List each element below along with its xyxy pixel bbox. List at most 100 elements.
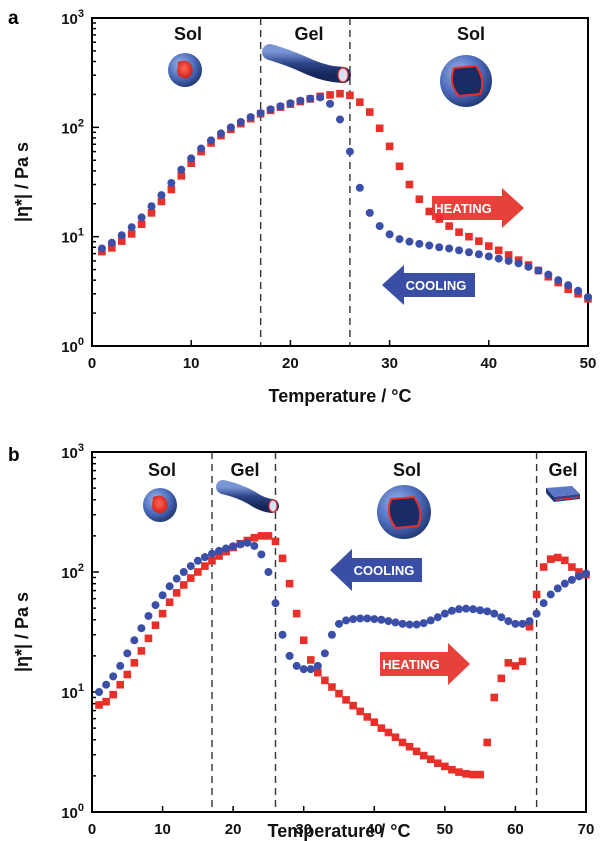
x-tick-label: 40 (366, 821, 383, 838)
y-tick-label: 100 (61, 802, 84, 822)
data-point-heating (539, 563, 548, 571)
data-point-cooling (157, 191, 166, 200)
data-point-cooling (257, 550, 266, 559)
data-point-cooling (377, 615, 386, 624)
data-point-heating (117, 237, 126, 245)
data-point-cooling (116, 661, 125, 670)
data-point-cooling (514, 259, 523, 268)
wormlike-micelle-icon (262, 44, 351, 83)
x-tick-label: 50 (580, 355, 597, 372)
data-point-cooling (137, 624, 146, 633)
data-point-heating (201, 562, 209, 570)
data-point-cooling (127, 223, 136, 232)
y-tick-label: 101 (61, 682, 84, 702)
data-point-heating (172, 589, 181, 597)
data-point-cooling (327, 630, 336, 639)
data-point-heating (377, 724, 386, 732)
region-label-sol: Sol (148, 460, 176, 480)
data-point-heating (511, 662, 520, 670)
data-point-heating (208, 556, 216, 565)
data-point-cooling (165, 582, 174, 591)
data-point-cooling (355, 183, 364, 192)
data-point-cooling (137, 213, 146, 222)
data-point-heating (532, 590, 541, 599)
data-point-heating (102, 697, 110, 706)
data-point-cooling (375, 222, 384, 231)
x-axis-label: Temperature / °C (268, 821, 411, 841)
data-point-heating (123, 670, 132, 679)
data-point-cooling (435, 243, 444, 252)
data-point-heating (504, 251, 513, 259)
data-point-heating (553, 553, 562, 562)
data-point-cooling (286, 99, 295, 108)
data-point-cooling (511, 619, 520, 628)
data-point-cooling (425, 241, 434, 250)
data-point-heating (144, 634, 153, 643)
x-tick-label: 10 (183, 355, 200, 372)
data-point-heating (116, 680, 125, 689)
data-point-cooling (292, 661, 301, 670)
data-point-cooling (264, 568, 273, 576)
data-point-cooling (271, 599, 280, 608)
data-point-cooling (179, 568, 188, 576)
data-point-cooling (474, 250, 483, 259)
data-point-cooling (144, 611, 153, 620)
data-point-cooling (278, 630, 287, 639)
data-point-cooling (229, 542, 238, 551)
data-point-heating (564, 285, 572, 294)
x-tick-label: 50 (437, 821, 454, 838)
data-point-heating (575, 568, 583, 576)
data-point-heating (568, 563, 576, 571)
data-point-cooling (464, 248, 473, 257)
region-label-sol: Sol (393, 460, 421, 480)
data-point-cooling (216, 129, 225, 138)
data-point-cooling (564, 281, 573, 290)
x-axis-label: Temperature / °C (269, 386, 412, 406)
data-point-heating (165, 598, 174, 607)
data-point-heating (518, 657, 527, 666)
data-point-heating (95, 701, 103, 709)
data-point-cooling (476, 606, 485, 615)
data-point-heating (127, 230, 136, 238)
data-point-cooling (454, 605, 463, 614)
heating-arrow-label: HEATING (382, 657, 440, 672)
data-point-cooling (250, 541, 259, 550)
y-tick-label: 102 (61, 562, 84, 582)
data-point-cooling (285, 651, 294, 660)
data-point-cooling (391, 618, 400, 627)
data-point-cooling (349, 615, 358, 624)
data-point-cooling (494, 254, 503, 263)
data-point-heating (434, 759, 442, 768)
data-point-heating (356, 98, 364, 106)
data-point-cooling (151, 601, 160, 610)
panel-a-label: a (8, 8, 19, 29)
data-point-heating (278, 554, 287, 563)
data-point-heating (363, 713, 372, 721)
data-point-cooling (584, 293, 592, 302)
data-point-heating (415, 195, 424, 204)
data-point-heating (328, 683, 336, 691)
y-tick-label: 103 (61, 442, 84, 462)
panel-b-label: b (8, 445, 20, 466)
data-point-heating (215, 552, 223, 560)
data-point-cooling (525, 617, 534, 626)
data-point-heating (445, 222, 453, 230)
data-point-cooling (266, 105, 275, 114)
data-point-heating (326, 91, 334, 99)
data-point-heating (476, 770, 484, 779)
vesicle-icon (377, 485, 431, 539)
lamellar-sheet-icon (546, 486, 580, 502)
data-point-cooling (504, 617, 513, 626)
data-point-cooling (177, 165, 186, 174)
y-tick-label: 101 (61, 227, 84, 247)
data-point-cooling (316, 93, 325, 102)
data-point-cooling (524, 262, 533, 271)
data-point-heating (384, 728, 393, 737)
data-point-cooling (130, 636, 139, 645)
data-point-cooling (518, 619, 527, 628)
data-point-heating (158, 609, 167, 618)
data-point-heating (349, 701, 357, 710)
data-point-cooling (276, 102, 285, 111)
data-point-cooling (109, 672, 118, 681)
data-point-heating (177, 172, 186, 180)
